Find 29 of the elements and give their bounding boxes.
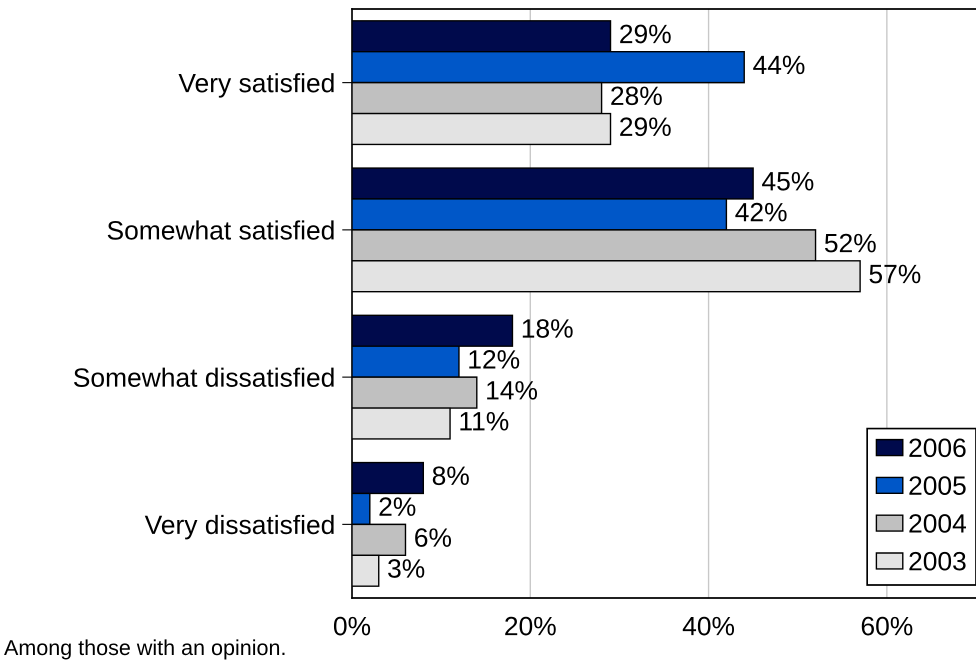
legend-label: 2004 (909, 514, 966, 533)
x-tick-label: 40% (682, 616, 734, 636)
y-tick-label: Somewhat dissatisfied (74, 368, 334, 387)
data-label: 12% (469, 350, 520, 369)
data-label: 42% (735, 202, 787, 222)
data-label: 45% (762, 172, 814, 191)
y-tick-label: Very dissatisfied (144, 514, 334, 540)
x-tick-label: 20% (505, 616, 556, 636)
data-label: 44% (753, 56, 804, 74)
legend-label: 2003 (909, 552, 966, 571)
data-label: 18% (522, 319, 573, 338)
data-label: 3% (388, 559, 424, 578)
legend-label: 2005 (909, 476, 966, 495)
data-label: 8% (432, 466, 469, 486)
data-label: 14% (487, 381, 538, 400)
data-label: 28% (611, 86, 662, 106)
data-label: 57% (870, 264, 920, 284)
data-label: 2% (379, 497, 416, 516)
data-label: 11% (460, 412, 508, 430)
data-label: 52% (824, 234, 876, 252)
text: Among those with an opinion. (4, 639, 284, 660)
legend-label: 2006 (909, 438, 966, 458)
x-tick-label: 0% (334, 616, 370, 636)
data-label: 29% (620, 24, 671, 44)
x-tick-label: 60% (862, 616, 912, 636)
data-label: 29% (620, 117, 671, 136)
y-tick-label: Somewhat satisfied (108, 220, 334, 240)
data-label: 6% (415, 528, 452, 547)
y-tick-label: Very satisfied (178, 73, 334, 98)
